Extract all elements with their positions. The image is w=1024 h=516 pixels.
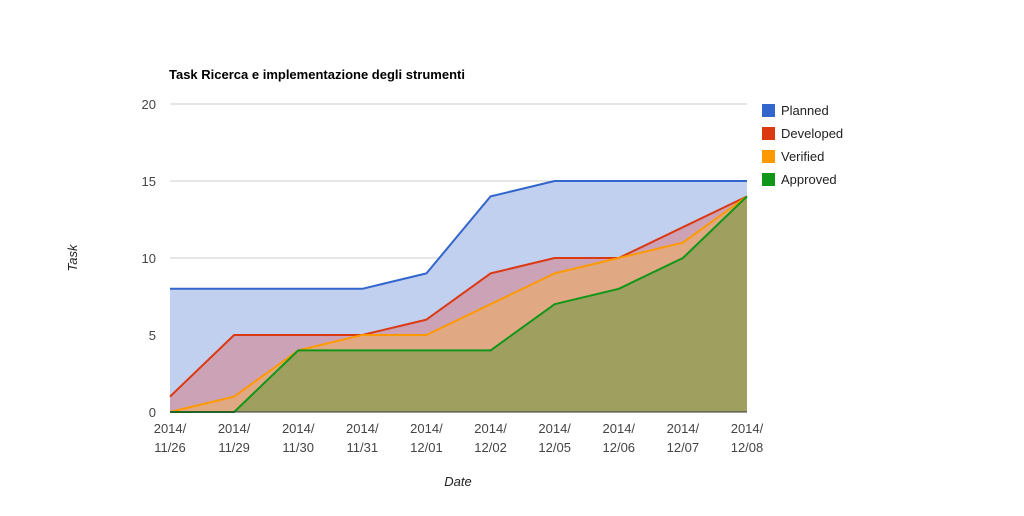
line-approved (170, 195, 748, 413)
x-axis-title: Date (444, 474, 471, 489)
x-axis-ticks: 2014/11/26 2014/11/29 2014/11/30 2014/11/31… (154, 421, 764, 455)
legend: Planned Developed Verified Approved (762, 103, 843, 187)
x-tick-label: 2014/12/01 (410, 421, 443, 455)
x-tick-label: 2014/12/02 (474, 421, 507, 455)
y-tick-label: 10 (142, 251, 156, 266)
x-tick-label: 2014/11/30 (282, 421, 315, 455)
x-tick-label: 2014/12/07 (667, 421, 700, 455)
legend-label-developed: Developed (781, 126, 843, 141)
y-axis-ticks: 0 5 10 15 20 (142, 97, 156, 420)
line-planned (170, 180, 747, 290)
chart-title: Task Ricerca e implementazione degli str… (169, 67, 465, 82)
line-developed (169, 195, 748, 398)
x-tick-label: 2014/12/08 (731, 421, 764, 455)
legend-swatch-approved (762, 173, 775, 186)
x-tick-label: 2014/11/29 (218, 421, 251, 455)
x-tick-label: 2014/12/05 (538, 421, 571, 455)
series-lines (169, 180, 748, 413)
y-axis-title: Task (65, 243, 80, 271)
legend-swatch-planned (762, 104, 775, 117)
x-tick-label: 2014/11/31 (346, 421, 379, 455)
legend-swatch-developed (762, 127, 775, 140)
line-verified (169, 195, 748, 413)
y-tick-label: 15 (142, 174, 156, 189)
y-tick-label: 20 (142, 97, 156, 112)
legend-swatch-verified (762, 150, 775, 163)
legend-label-approved: Approved (781, 172, 837, 187)
area-approved (170, 196, 747, 412)
legend-label-verified: Verified (781, 149, 824, 164)
y-tick-label: 0 (149, 405, 156, 420)
legend-label-planned: Planned (781, 103, 829, 118)
y-tick-label: 5 (149, 328, 156, 343)
x-tick-label: 2014/11/26 (154, 421, 187, 455)
x-tick-label: 2014/12/06 (603, 421, 636, 455)
